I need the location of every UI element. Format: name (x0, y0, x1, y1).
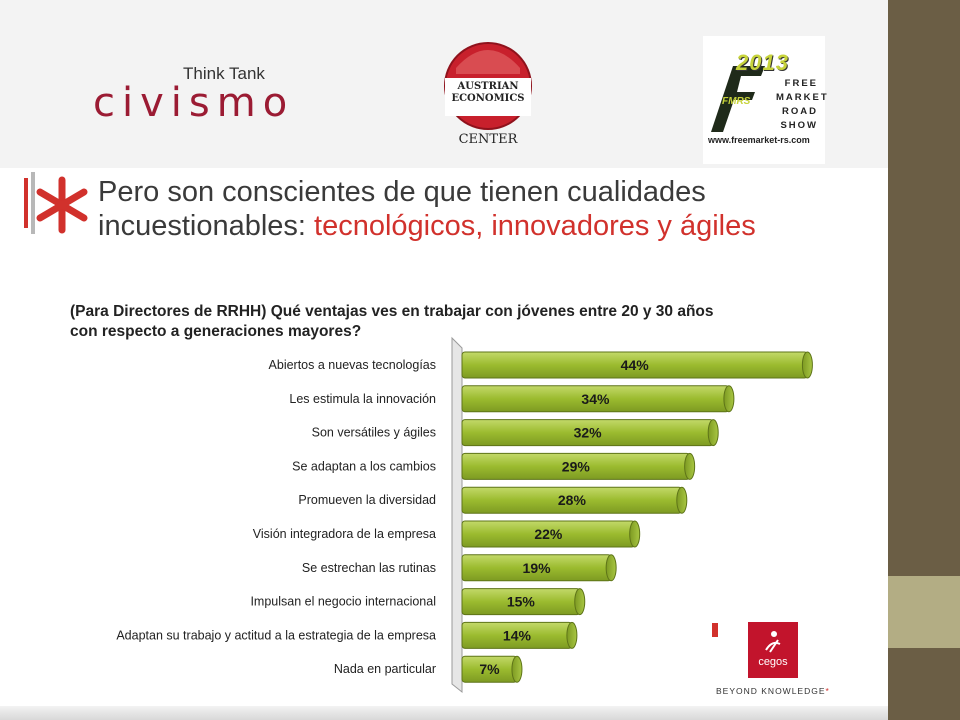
cegos-tagline-star: * (825, 686, 830, 696)
slide-title-line-1: Pero son conscientes de que tienen cuali… (98, 176, 706, 208)
fmrs-year: 2013 (736, 50, 789, 75)
free-market-road-show-logo (703, 36, 825, 164)
cegos-tagline: BEYOND KNOWLEDGE* (716, 686, 830, 696)
survey-question-line-2: con respecto a generaciones mayores? (70, 323, 362, 340)
slide-bottom-shadow (0, 706, 888, 720)
aec-center-label: CENTER (458, 132, 518, 147)
fmrs-word: MARKET (776, 92, 829, 103)
cegos-tagline-text: BEYOND KNOWLEDGE (716, 686, 826, 696)
cegos-star-icon (24, 172, 88, 234)
fmrs-words: FREE MARKET ROAD SHOW (776, 77, 829, 133)
red-mark (712, 623, 718, 637)
slide-title-plain: incuestionables: (98, 210, 315, 242)
logo-strip: Think Tank civismo AUSTRIAN ECONOMICS CE… (0, 0, 888, 168)
civismo-tagline: Think Tank (183, 64, 265, 83)
austrian-economics-seal-icon (444, 42, 532, 130)
slide-title-line-2: incuestionables: tecnológicos, innovador… (98, 210, 756, 243)
aec-name: AUSTRIAN ECONOMICS (440, 81, 536, 105)
civismo-logo: civismo (93, 80, 295, 126)
cegos-logo (748, 622, 798, 678)
fmrs-swoosh-icon (711, 66, 765, 132)
cegos-figure-icon (765, 631, 781, 653)
cegos-name: cegos (758, 656, 788, 668)
slide-title-accent: tecnológicos, innovadores y ágiles (314, 210, 756, 242)
fmrs-word: FREE (784, 78, 818, 89)
fmrs-word: SHOW (780, 120, 818, 131)
aec-line-2: ECONOMICS (451, 93, 525, 104)
slide-content (0, 168, 888, 706)
fmrs-word: ROAD (782, 106, 818, 117)
survey-question-line-1: (Para Directores de RRHH) Qué ventajas v… (70, 303, 714, 320)
fmrs-url: www.freemarket-rs.com (708, 135, 810, 145)
fmrs-mark: FMRS (722, 96, 751, 107)
aec-line-1: AUSTRIAN (457, 81, 519, 92)
survey-question: (Para Directores de RRHH) Qué ventajas v… (70, 302, 870, 342)
side-panel-accent (888, 576, 960, 648)
